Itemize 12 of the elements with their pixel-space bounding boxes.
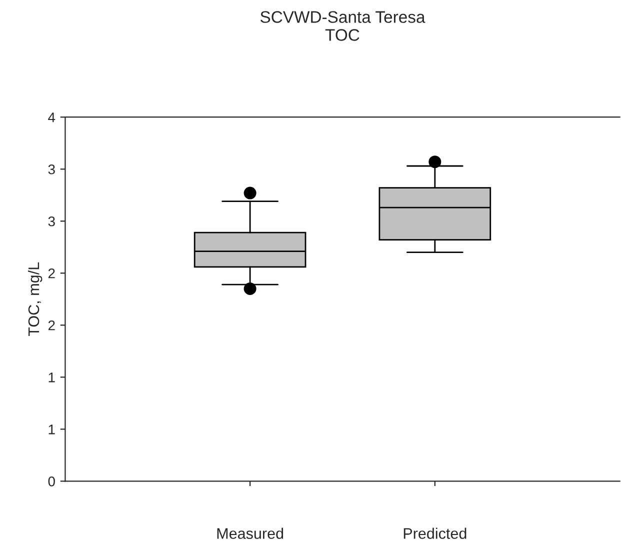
x-tick-label: Predicted bbox=[404, 528, 466, 539]
x-tick-label: Measured bbox=[217, 528, 284, 539]
y-tick-label: 0 bbox=[48, 476, 55, 486]
y-tick-label: 3 bbox=[48, 216, 55, 226]
y-axis-title: TOC, mg/L bbox=[28, 262, 42, 336]
y-tick-label: 2 bbox=[48, 268, 55, 278]
y-tick-label: 2 bbox=[48, 320, 55, 330]
y-tick-label: 4 bbox=[48, 112, 56, 122]
y-tick-label: 1 bbox=[48, 372, 55, 382]
y-tick-label: 1 bbox=[48, 424, 55, 434]
chart-title: SCVWD-Santa Teresa TOC bbox=[260, 11, 426, 41]
y-tick-label: 3 bbox=[48, 164, 55, 174]
